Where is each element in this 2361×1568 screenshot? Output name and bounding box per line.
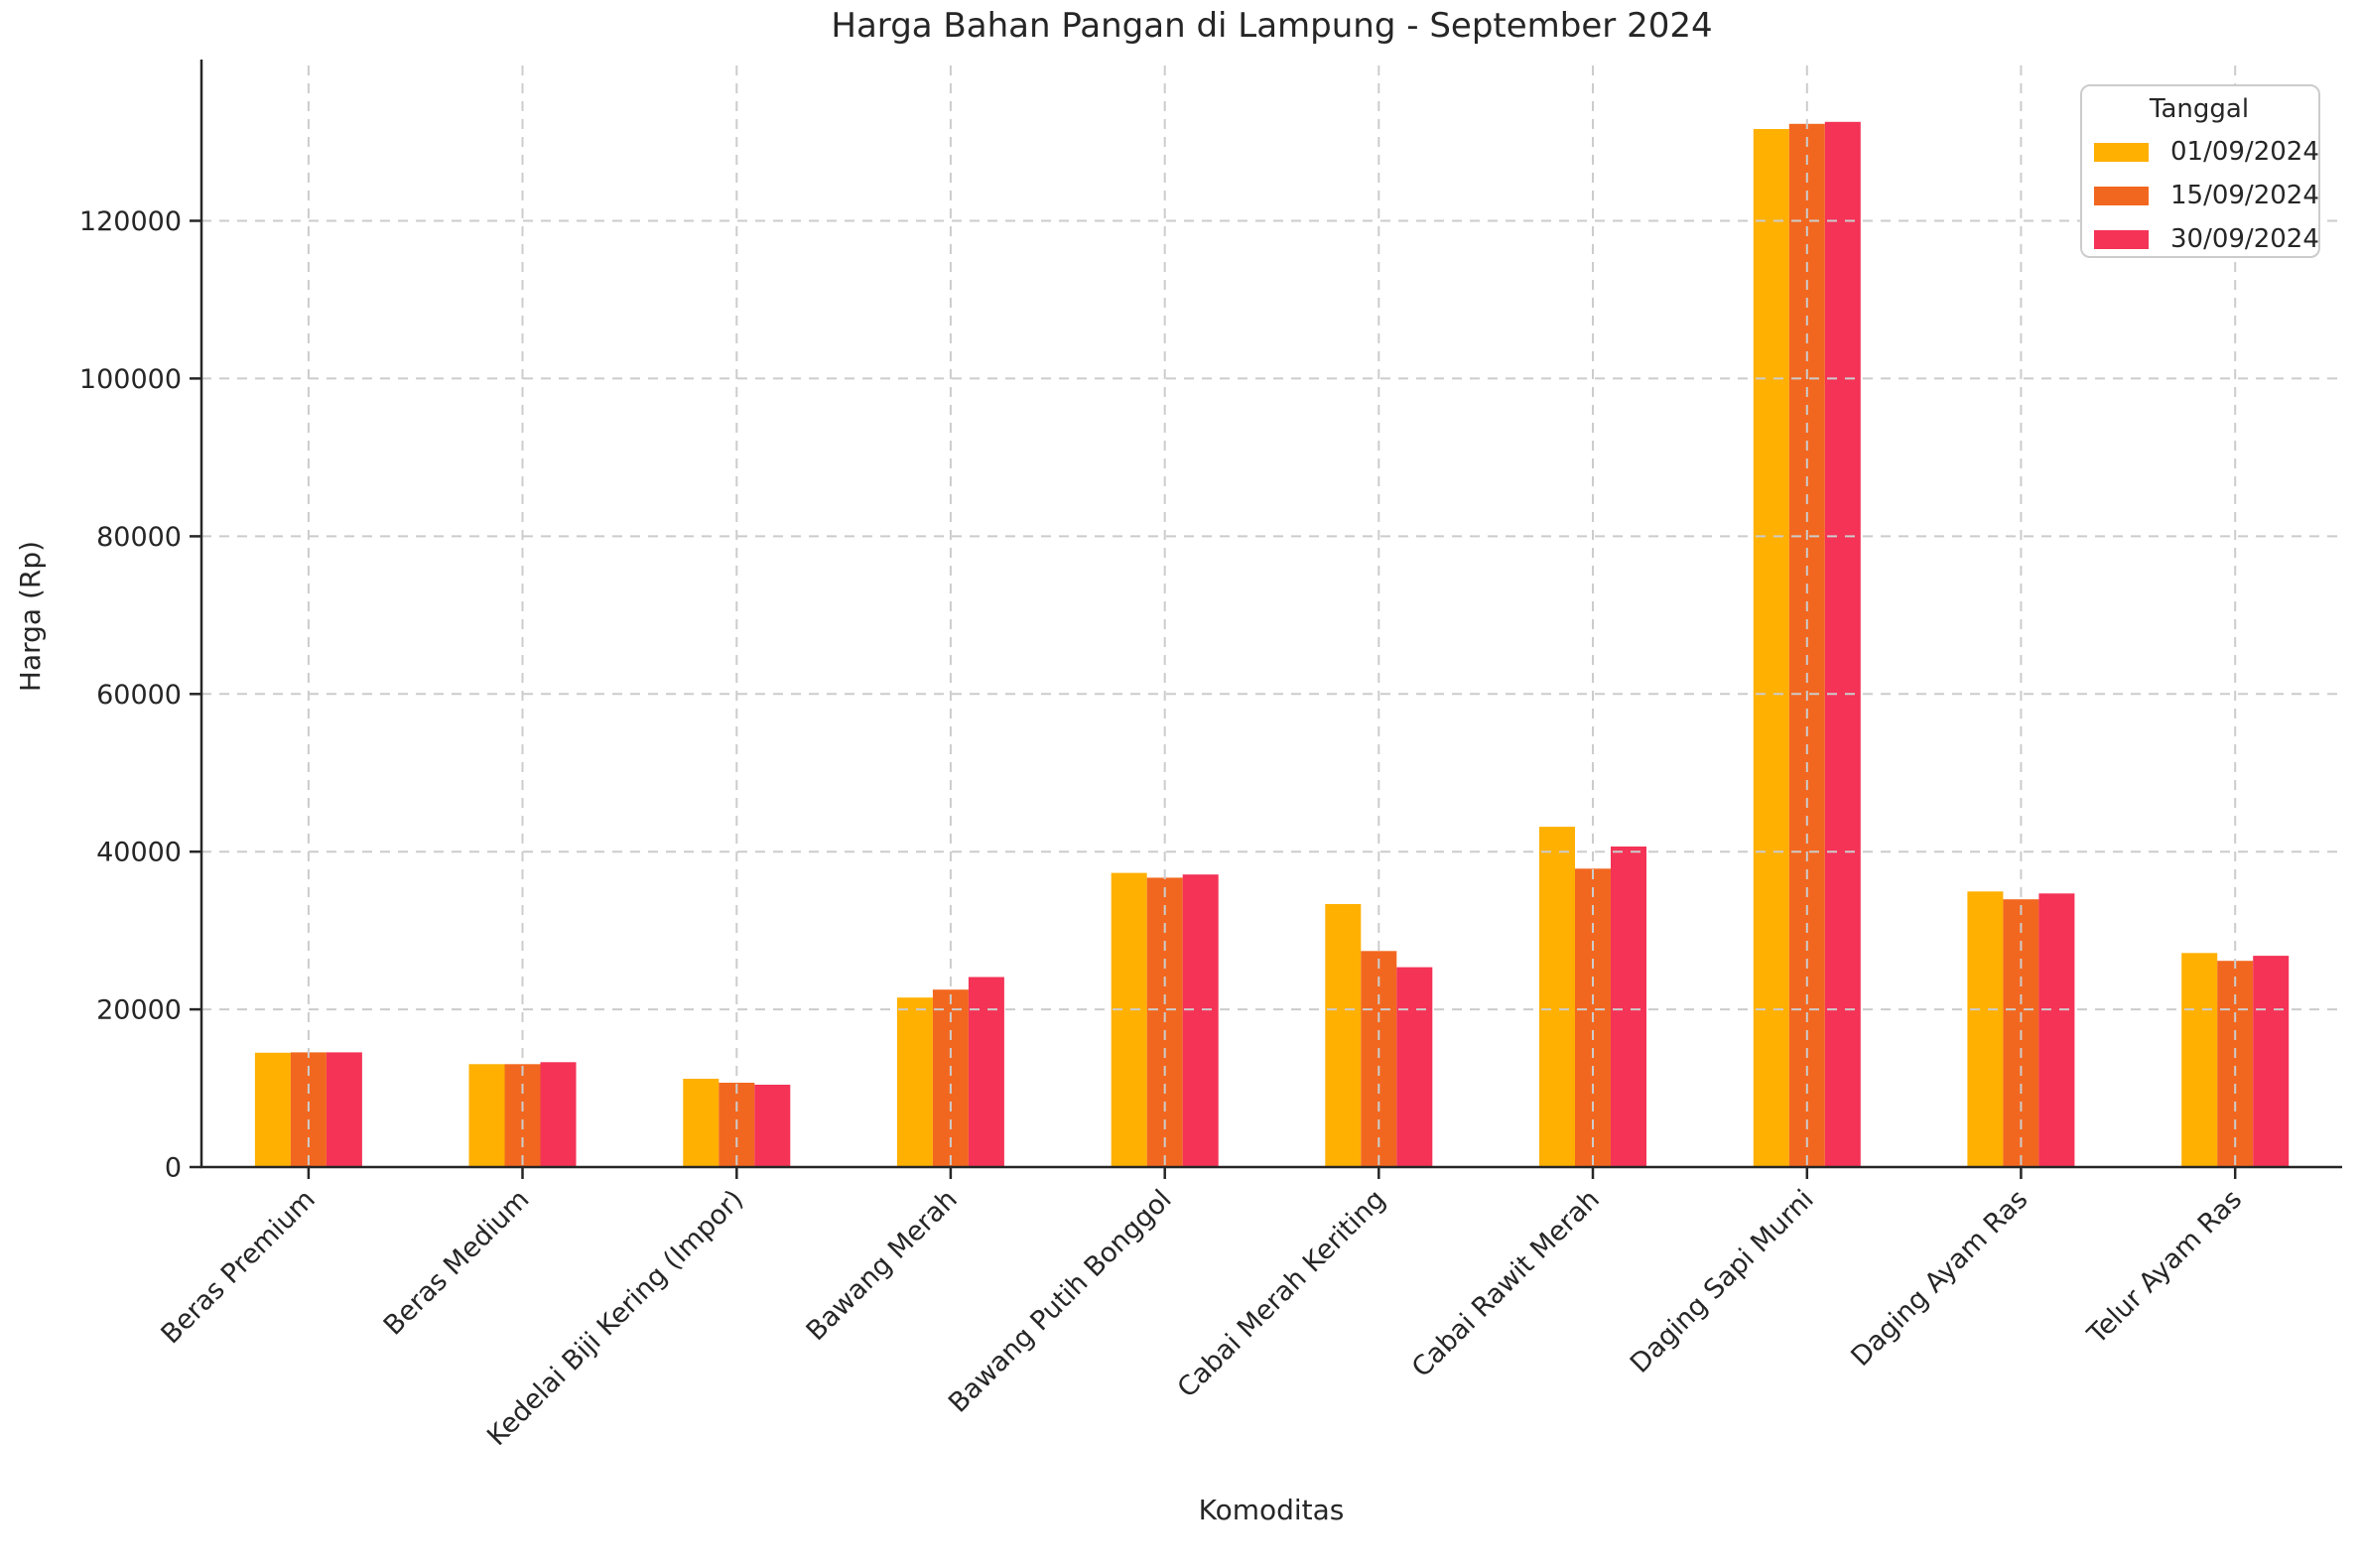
legend-row-0: 01/09/2024 — [2094, 130, 2319, 174]
y-tick-label-0: 0 — [165, 1152, 182, 1183]
bar-s0-c8 — [1967, 891, 2004, 1167]
bar-s0-c1 — [468, 1064, 505, 1167]
x-tick-label-1: Beras Medium — [378, 1184, 536, 1342]
bar-s2-c9 — [2253, 956, 2290, 1167]
x-axis-label: Komoditas — [1198, 1494, 1345, 1526]
bar-s0-c5 — [1325, 904, 1362, 1167]
legend-swatch-0 — [2094, 142, 2149, 162]
bar-s2-c8 — [2038, 893, 2075, 1167]
bar-s1-c5 — [1361, 951, 1397, 1167]
legend: Tanggal 01/09/2024 15/09/2024 30/09/2024 — [2080, 84, 2320, 258]
legend-entries: 01/09/2024 15/09/2024 30/09/2024 — [2094, 130, 2319, 261]
legend-swatch-1 — [2094, 186, 2149, 205]
bar-s0-c6 — [1539, 827, 1575, 1167]
y-tick-label-40000: 40000 — [96, 838, 182, 868]
legend-row-1: 15/09/2024 — [2094, 174, 2319, 217]
legend-label-1: 15/09/2024 — [2170, 181, 2319, 210]
bar-s0-c7 — [1753, 129, 1789, 1167]
y-tick-label-120000: 120000 — [79, 206, 182, 237]
bar-s0-c9 — [2181, 953, 2218, 1167]
x-tick-label-7: Daging Sapi Murni — [1625, 1184, 1820, 1379]
bar-s0-c4 — [1111, 872, 1147, 1167]
legend-row-2: 30/09/2024 — [2094, 217, 2319, 261]
y-tick-label-20000: 20000 — [96, 995, 182, 1026]
bar-s0-c2 — [683, 1079, 720, 1167]
bar-s0-c0 — [254, 1052, 291, 1167]
x-tick-label-6: Cabai Rawit Merah — [1406, 1184, 1606, 1383]
bar-s1-c9 — [2217, 961, 2254, 1167]
bar-s2-c3 — [968, 977, 1004, 1167]
bar-s0-c3 — [896, 997, 933, 1167]
legend-title: Tanggal — [2149, 94, 2250, 124]
x-tick-label-4: Bawang Putih Bonggol — [943, 1184, 1178, 1419]
y-axis-label: Harga (Rp) — [14, 540, 47, 693]
x-tick-label-2: Kedelai Biji Kering (Impor) — [481, 1184, 749, 1452]
bar-s2-c0 — [326, 1052, 362, 1167]
bar-s1-c1 — [504, 1064, 541, 1167]
x-tick-label-0: Beras Premium — [156, 1184, 322, 1350]
chart-title: Harga Bahan Pangan di Lampung - Septembe… — [831, 6, 1713, 46]
legend-label-0: 01/09/2024 — [2170, 137, 2319, 167]
bar-s2-c6 — [1611, 847, 1646, 1167]
legend-swatch-2 — [2094, 229, 2149, 249]
legend-label-2: 30/09/2024 — [2170, 224, 2319, 254]
bar-s2-c4 — [1182, 874, 1219, 1167]
y-tick-label-80000: 80000 — [96, 522, 182, 553]
x-tick-label-9: Telur Ayam Ras — [2081, 1184, 2248, 1351]
bar-s2-c5 — [1396, 967, 1433, 1167]
x-tick-label-8: Daging Ayam Ras — [1845, 1184, 2033, 1372]
y-tick-label-100000: 100000 — [79, 364, 182, 395]
bar-s2-c2 — [754, 1085, 791, 1167]
bar-s2-c1 — [540, 1062, 577, 1167]
bar-s2-c7 — [1824, 121, 1861, 1167]
x-tick-label-3: Bawang Merah — [801, 1184, 964, 1347]
y-tick-label-60000: 60000 — [96, 680, 182, 711]
x-tick-label-5: Cabai Merah Keriting — [1172, 1184, 1392, 1404]
